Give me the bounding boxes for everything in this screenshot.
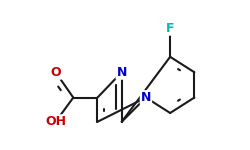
Text: O: O [50, 66, 61, 79]
Text: F: F [166, 22, 174, 35]
Text: OH: OH [45, 115, 66, 128]
Text: N: N [116, 66, 127, 79]
Text: N: N [141, 91, 151, 104]
